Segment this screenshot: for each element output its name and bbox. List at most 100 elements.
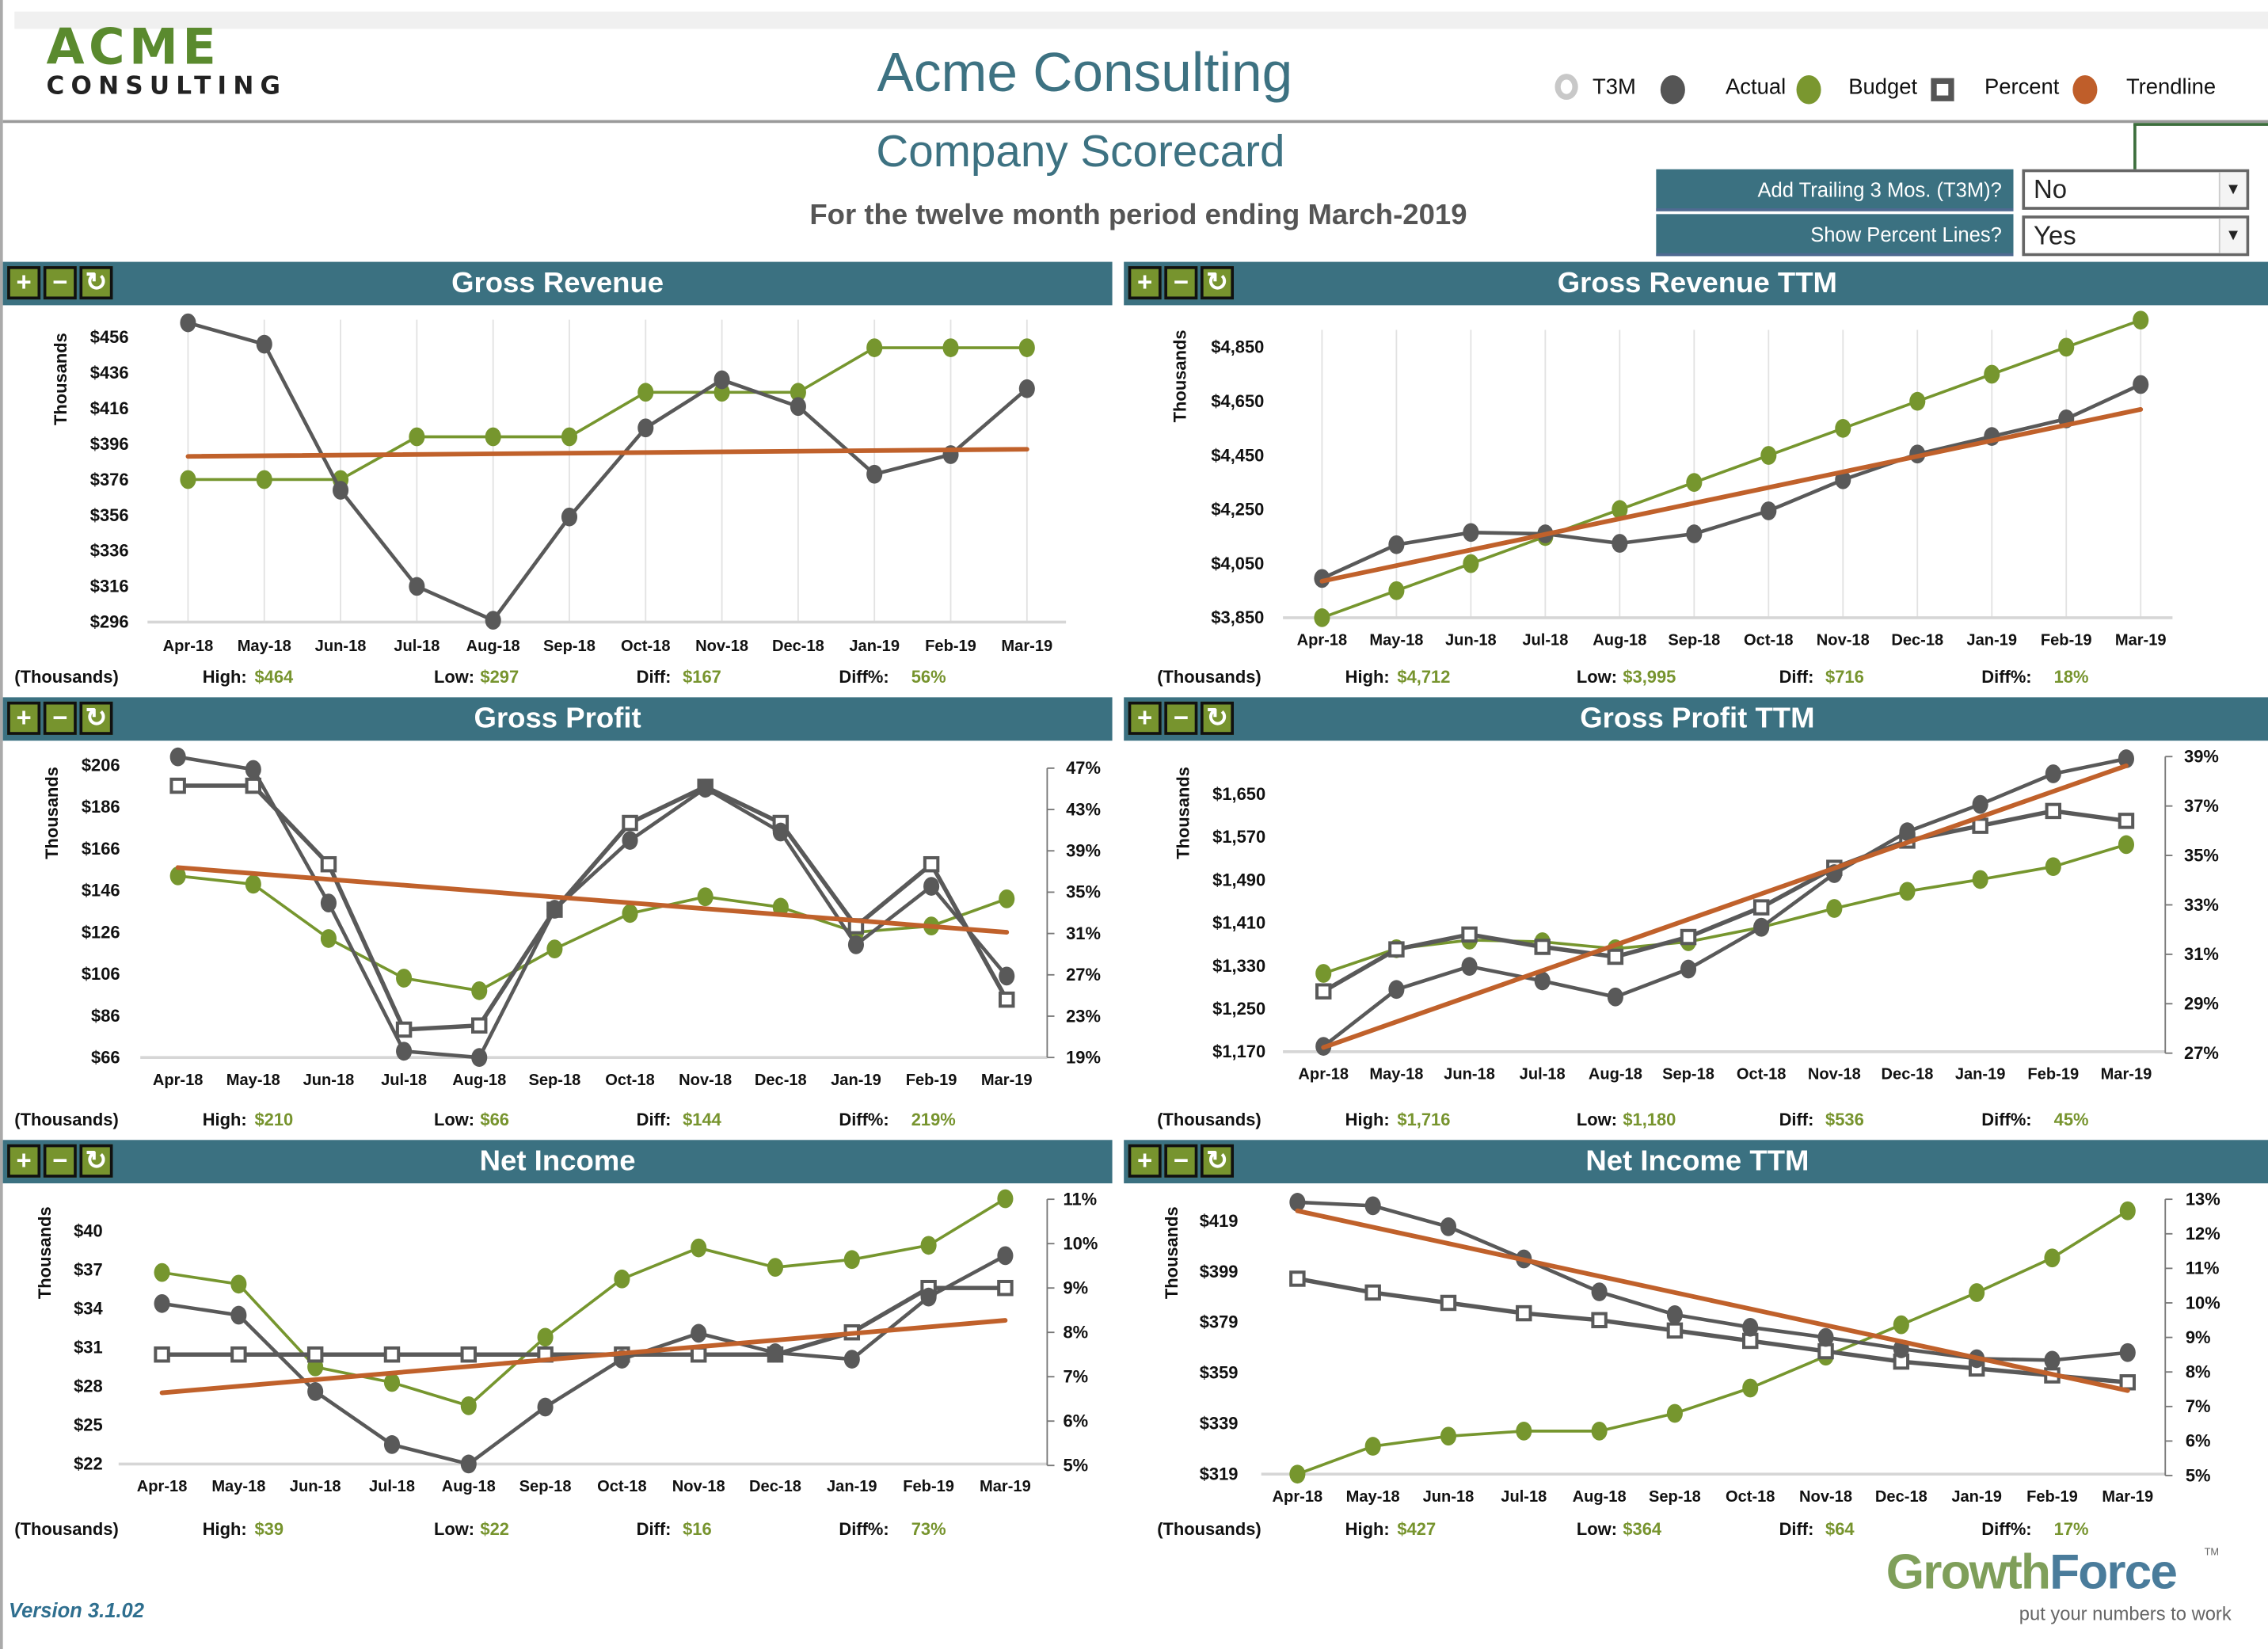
percent-point bbox=[2118, 813, 2135, 829]
percent-lines-dropdown[interactable]: Yes ▼ bbox=[2022, 215, 2250, 257]
budget-point bbox=[1835, 418, 1851, 438]
y-tick-label: $28 bbox=[74, 1377, 103, 1396]
actual-point bbox=[1461, 957, 1478, 977]
percent-point bbox=[471, 1017, 488, 1034]
y-tick-label: $34 bbox=[74, 1299, 103, 1319]
x-tick-label: Oct-18 bbox=[605, 1072, 654, 1089]
x-tick-label: Dec-18 bbox=[749, 1478, 801, 1495]
percent-series-line bbox=[177, 783, 1009, 1032]
chevron-down-icon[interactable]: ▼ bbox=[2218, 218, 2247, 253]
budget-point bbox=[999, 889, 1015, 908]
y2-tick-label: 19% bbox=[1066, 1047, 1101, 1067]
y2-tick-label: 10% bbox=[1063, 1233, 1098, 1253]
x-tick-label: Apr-18 bbox=[1273, 1488, 1323, 1506]
y-tick-label: $436 bbox=[90, 363, 129, 383]
reset-icon[interactable]: ↻ bbox=[1200, 1144, 1235, 1178]
units-label: (Thousands) bbox=[14, 667, 119, 687]
legend-trendline-label: Trendline bbox=[2125, 74, 2217, 101]
acme-logo-subtext: CONSULTING bbox=[46, 72, 287, 101]
actual-point bbox=[997, 1246, 1014, 1266]
budget-point bbox=[1969, 1283, 1985, 1302]
budget-point bbox=[920, 1236, 937, 1255]
x-tick-label: May-18 bbox=[211, 1478, 265, 1495]
high-label: High: bbox=[1345, 1518, 1390, 1540]
budget-series-line bbox=[162, 1197, 1007, 1407]
percent-point bbox=[999, 991, 1015, 1008]
legend-budget-icon bbox=[1796, 74, 1821, 105]
expand-button[interactable]: + bbox=[1128, 701, 1162, 735]
budget-point bbox=[1463, 554, 1479, 573]
diff-pct-value: 219% bbox=[911, 1109, 956, 1130]
x-tick-label: Dec-18 bbox=[772, 638, 824, 655]
trendline bbox=[175, 865, 1010, 935]
low-label: Low: bbox=[433, 1109, 475, 1130]
budget-point bbox=[790, 383, 806, 402]
actual-point bbox=[866, 464, 883, 484]
legend-actual-label: Actual bbox=[1726, 74, 1787, 101]
collapse-button[interactable]: − bbox=[1164, 701, 1198, 735]
y-tick-label: $416 bbox=[90, 398, 129, 418]
actual-point bbox=[923, 877, 940, 896]
chart-net-income: $22 $25 $28 $31 $34 $37 $40 5% 6% 7% 8% 9% 10% 11% Apr… bbox=[35, 1189, 1098, 1495]
y2-tick-label: 11% bbox=[2186, 1259, 2220, 1278]
legend-t3m-label: T3M bbox=[1592, 74, 1636, 101]
budget-point bbox=[866, 338, 883, 357]
expand-button[interactable]: + bbox=[7, 1144, 41, 1178]
reset-icon[interactable]: ↻ bbox=[1200, 701, 1235, 735]
reset-icon[interactable]: ↻ bbox=[79, 266, 113, 300]
actual-point bbox=[999, 966, 1015, 986]
actual-point bbox=[843, 1350, 860, 1369]
actual-point bbox=[1742, 1317, 1759, 1337]
y-tick-label: $1,650 bbox=[1212, 784, 1265, 804]
budget-point bbox=[169, 866, 186, 885]
reset-icon[interactable]: ↻ bbox=[79, 701, 113, 735]
budget-point bbox=[2118, 835, 2135, 855]
legend-budget-label: Budget bbox=[1848, 74, 1918, 101]
collapse-button[interactable]: − bbox=[1164, 266, 1198, 300]
actual-point bbox=[691, 1323, 707, 1343]
collapse-button[interactable]: − bbox=[1164, 1144, 1198, 1178]
expand-button[interactable]: + bbox=[1128, 1144, 1162, 1178]
expand-button[interactable]: + bbox=[1128, 266, 1162, 300]
collapse-button[interactable]: − bbox=[43, 1144, 77, 1178]
chevron-down-icon[interactable]: ▼ bbox=[2218, 172, 2247, 208]
expand-button[interactable]: + bbox=[7, 701, 41, 735]
collapse-button[interactable]: − bbox=[43, 266, 77, 300]
actual-point bbox=[460, 1454, 477, 1474]
actual-point bbox=[1686, 524, 1703, 543]
reset-icon[interactable]: ↻ bbox=[1200, 266, 1235, 300]
trendline bbox=[159, 1318, 1008, 1396]
x-tick-label: Jan-19 bbox=[1955, 1066, 2006, 1083]
high-label: High: bbox=[202, 1518, 247, 1540]
low-value: $1,180 bbox=[1623, 1109, 1676, 1130]
chart-net-income-ttm: $319 $339 $359 $379 $399 $419 5% 6% 7% 8% 9% 10% 11%… bbox=[1162, 1189, 2220, 1505]
panel-title: Net Income TTM bbox=[1585, 1145, 1809, 1178]
y2-tick-label: 8% bbox=[1063, 1323, 1088, 1342]
page-title: Acme Consulting bbox=[877, 43, 1293, 105]
actual-point bbox=[2133, 375, 2149, 394]
x-tick-label: Jul-18 bbox=[1501, 1488, 1547, 1506]
x-tick-label: May-18 bbox=[1369, 632, 1423, 649]
panel-header-net-income: + − ↻ Net Income bbox=[2, 1140, 1113, 1184]
expand-button[interactable]: + bbox=[7, 266, 41, 300]
panel-header-gross-profit-ttm: + − ↻ Gross Profit TTM bbox=[1124, 697, 2268, 741]
y2-tick-label: 7% bbox=[2186, 1396, 2211, 1416]
y-tick-label: $296 bbox=[90, 612, 129, 632]
x-tick-label: Sep-18 bbox=[1649, 1488, 1701, 1506]
y-tick-label: $1,250 bbox=[1212, 999, 1265, 1019]
t3m-dropdown[interactable]: No ▼ bbox=[2022, 169, 2250, 210]
x-tick-label: Jul-18 bbox=[369, 1478, 415, 1495]
reset-icon[interactable]: ↻ bbox=[79, 1144, 113, 1178]
x-tick-label: Sep-18 bbox=[1662, 1066, 1714, 1083]
budget-point bbox=[637, 383, 654, 402]
collapse-button[interactable]: − bbox=[43, 701, 77, 735]
y2-tick-label: 43% bbox=[1066, 799, 1101, 819]
x-tick-label: Feb-19 bbox=[2041, 632, 2092, 649]
x-tick-label: Feb-19 bbox=[925, 638, 976, 655]
x-tick-label: Mar-19 bbox=[980, 1478, 1031, 1495]
y2-tick-label: 12% bbox=[2186, 1224, 2220, 1243]
y-tick-label: $4,650 bbox=[1211, 391, 1264, 411]
budget-point bbox=[1899, 882, 1916, 901]
actual-point bbox=[245, 760, 261, 779]
